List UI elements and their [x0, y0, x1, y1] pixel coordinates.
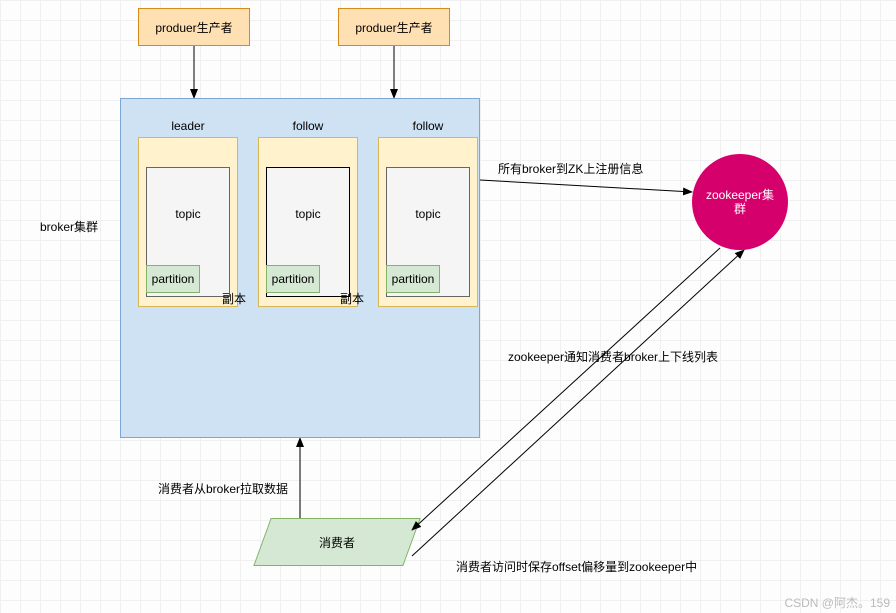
- broker-title: follow: [378, 119, 478, 133]
- broker-title: follow: [258, 119, 358, 133]
- producer-label-1: produer生产者: [155, 19, 232, 36]
- topic-label: topic: [266, 207, 350, 221]
- partition-label: partition: [152, 272, 195, 286]
- edge-label-consumer_to_cluster: 消费者从broker拉取数据: [158, 480, 288, 497]
- topic-label: topic: [386, 207, 470, 221]
- zookeeper-label: zookeeper集 群: [706, 188, 774, 217]
- partition-label: partition: [272, 272, 315, 286]
- partition-box: partition: [266, 265, 320, 293]
- edge-label-consumer_to_zk: 消费者访问时保存offset偏移量到zookeeper中: [456, 558, 697, 575]
- watermark: CSDN @阿杰。159: [784, 594, 890, 611]
- partition-box: partition: [146, 265, 200, 293]
- edge-label-part1_to_part2: 副本: [222, 290, 246, 307]
- edge-label-part2_to_part3: 副本: [340, 290, 364, 307]
- partition-label: partition: [392, 272, 435, 286]
- topic-label: topic: [146, 207, 230, 221]
- edge-label-zk_to_consumer: zookeeper通知消费者broker上下线列表: [508, 348, 718, 365]
- zookeeper-node: zookeeper集 群: [692, 154, 788, 250]
- producer-box-1: produer生产者: [138, 8, 250, 46]
- partition-box: partition: [386, 265, 440, 293]
- broker-cluster-label: broker集群: [40, 218, 98, 235]
- producer-label-2: produer生产者: [355, 19, 432, 36]
- producer-box-2: produer生产者: [338, 8, 450, 46]
- consumer-node: 消费者: [262, 518, 412, 566]
- broker-title: leader: [138, 119, 238, 133]
- consumer-label: 消费者: [319, 534, 355, 551]
- edge-cluster_to_zk: [480, 180, 692, 192]
- edge-label-cluster_to_zk: 所有broker到ZK上注册信息: [498, 160, 643, 177]
